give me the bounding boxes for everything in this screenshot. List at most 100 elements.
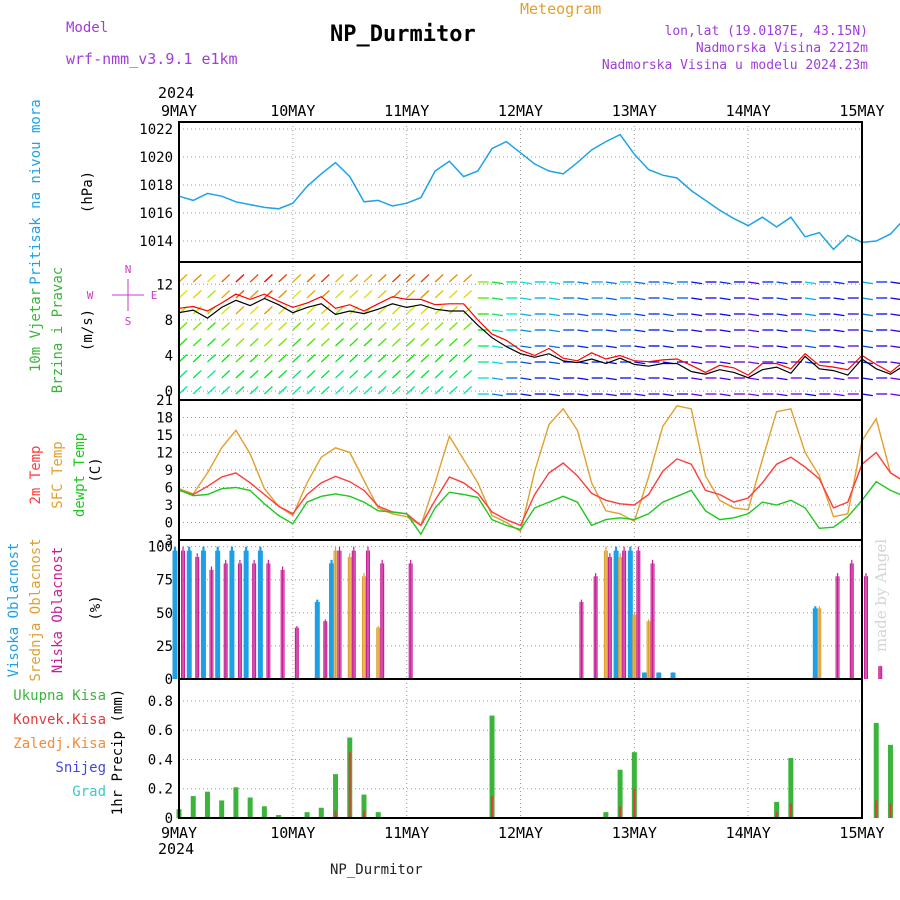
precip-conv-bar — [491, 796, 494, 818]
wind-barb — [363, 354, 373, 363]
wind-barb — [890, 313, 900, 317]
wind-barb — [833, 281, 845, 285]
wind-barb — [748, 281, 760, 285]
wind-ytick-label: 12 — [156, 277, 173, 293]
wind-barb — [890, 345, 900, 349]
precip-total-bar — [631, 752, 637, 818]
wind-barb — [363, 338, 373, 347]
temp-ytick-label: 12 — [156, 446, 173, 462]
wind-barb — [178, 338, 188, 347]
wind-barb — [320, 354, 330, 363]
wind-barb — [691, 377, 703, 381]
year-bottom: 2024 — [158, 840, 195, 858]
wind-barb — [406, 354, 416, 363]
pressure-ytick-label: 1022 — [139, 122, 173, 138]
wind-barb — [363, 290, 373, 299]
xtick-label-top: 11MAY — [384, 102, 429, 120]
precip-total-bar — [788, 758, 794, 818]
wind-barb — [292, 322, 302, 331]
precip-ytick-label: 0.6 — [148, 723, 173, 739]
wind-barb — [748, 345, 760, 349]
wind-barb — [776, 329, 788, 333]
wind-barb — [833, 313, 845, 317]
wind-barb — [520, 361, 532, 365]
wind-barb — [434, 290, 444, 299]
pressure-ytick-label: 1016 — [139, 206, 173, 222]
panel-ylabel: Visoka Oblacnost — [6, 543, 22, 678]
wind-barb — [335, 354, 345, 363]
compass-s-label: S — [125, 315, 132, 328]
wind-barb — [263, 338, 273, 347]
wind-barb — [335, 338, 345, 347]
wind-barb — [363, 322, 373, 331]
wind-barb — [235, 274, 245, 283]
wind-barb — [577, 313, 589, 317]
wind-barb — [377, 274, 387, 283]
wind-barb — [448, 306, 458, 315]
wind-barb — [192, 338, 202, 347]
wind-barb — [548, 393, 560, 397]
precip-ytick-label: 0 — [165, 811, 173, 827]
panel-ylabel: Niska Oblacnost — [50, 547, 66, 673]
sfc-temp-line — [178, 405, 900, 533]
wind-barb — [349, 354, 359, 363]
precip-conv-bar — [362, 810, 365, 818]
wind-barb — [491, 361, 504, 365]
wind-barb — [377, 322, 387, 331]
xtick-label-top: 13MAY — [612, 102, 657, 120]
xtick-label-bottom: 13MAY — [612, 824, 657, 842]
pressure-ytick-label: 1018 — [139, 178, 173, 194]
wind-ytick-label: 0 — [165, 384, 173, 400]
wind-barb — [890, 393, 900, 397]
wind-barb — [278, 306, 288, 315]
wind-barb — [335, 274, 345, 283]
precip-total-bar — [247, 797, 253, 818]
precip-conv-bar — [348, 752, 351, 818]
panel-ylabel: Srednja Oblacnost — [28, 538, 44, 681]
wind-barb — [306, 290, 316, 299]
wind-barb — [776, 313, 788, 317]
wind-barb — [335, 306, 345, 315]
wind-barb — [577, 393, 589, 397]
precip-total-bar — [219, 800, 225, 818]
panel-ylabel: dewpt Temp — [72, 433, 88, 517]
wind-barb — [491, 329, 504, 333]
wind-barb — [434, 370, 444, 379]
wind-barb — [861, 377, 873, 381]
wind-barb — [335, 386, 345, 395]
wind-barb — [221, 338, 231, 347]
precip-total-bar — [261, 806, 267, 818]
temp-ytick-label: -3 — [156, 533, 173, 549]
panel-ylabel: 10m Vjetar — [28, 288, 44, 372]
precip-total-bar — [617, 769, 623, 818]
wind-barb — [833, 329, 845, 333]
wind-barb — [320, 338, 330, 347]
precip-conv-bar — [875, 800, 878, 818]
wind-barb — [420, 370, 430, 379]
xtick-label-top: 14MAY — [726, 102, 771, 120]
wind-barb — [207, 354, 216, 363]
clouds-ytick-label: 75 — [156, 573, 173, 589]
wind-barb — [292, 370, 302, 379]
wind-barb — [320, 322, 330, 331]
precip-ytick-label: 0.8 — [148, 694, 173, 710]
precip-total-bar — [873, 722, 879, 818]
wind-barb — [605, 393, 617, 397]
wind-barb — [520, 297, 532, 301]
wind-barb — [249, 322, 259, 331]
precip-total-bar — [304, 812, 310, 818]
wind-barb — [306, 354, 316, 363]
wind-barb — [448, 354, 458, 363]
wind-barb — [748, 377, 760, 381]
wind-barb — [349, 290, 359, 299]
wind-barb — [335, 322, 345, 331]
compass-e-label: E — [151, 289, 158, 302]
wind-barb — [491, 377, 504, 381]
wind-barb — [377, 290, 387, 299]
precip-legend-label: Ukupna Kisa — [13, 688, 106, 704]
precip-total-bar — [318, 807, 324, 818]
wind-barb — [890, 281, 900, 285]
wind-barb — [278, 338, 288, 347]
clouds-ytick-label: 0 — [165, 672, 173, 688]
wind-barb — [235, 290, 245, 299]
